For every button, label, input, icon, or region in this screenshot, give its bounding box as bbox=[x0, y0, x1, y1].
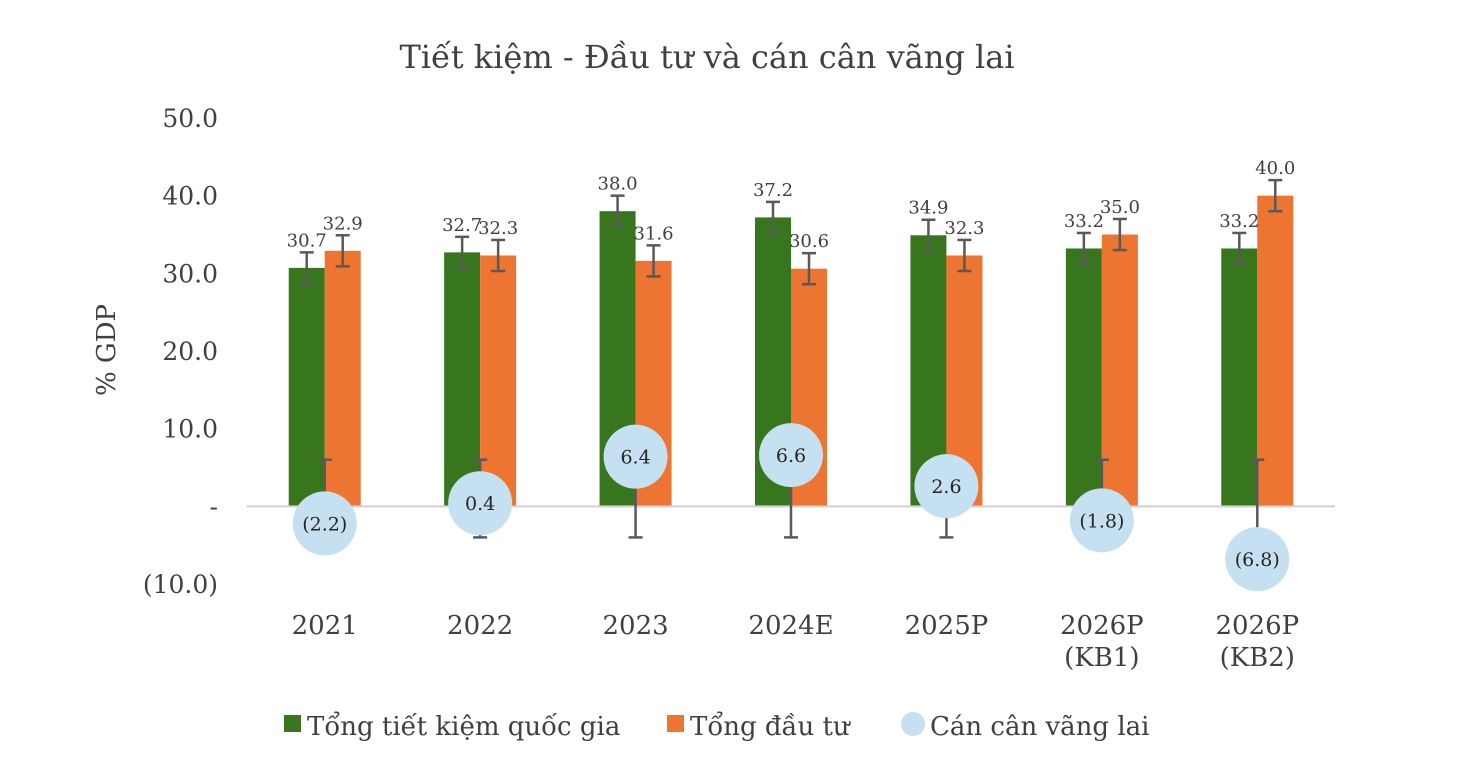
y-tick-label: 40.0 bbox=[162, 182, 218, 211]
bubble-current-account bbox=[603, 424, 668, 489]
y-tick-label: - bbox=[210, 492, 218, 521]
bar-savings bbox=[1221, 248, 1258, 507]
bar-savings bbox=[1065, 248, 1102, 507]
legend-swatch-current-account bbox=[901, 712, 925, 736]
legend-swatch-investment bbox=[667, 715, 684, 732]
x-tick-label: 2021 bbox=[292, 611, 358, 641]
y-axis-ticks: (10.0) - 10.0 20.0 30.0 40.0 50.0 bbox=[143, 104, 218, 599]
x-tick-label: 2025P bbox=[905, 611, 989, 641]
data-label-investment: 35.0 bbox=[1100, 197, 1140, 218]
bar-investment bbox=[480, 255, 517, 507]
chart-title: Tiết kiệm - Đầu tư và cán cân vãng lai bbox=[399, 38, 1014, 76]
legend-swatch-savings bbox=[284, 715, 301, 732]
data-label-savings: 33.2 bbox=[1064, 211, 1104, 232]
x-tick-label: 2024E bbox=[748, 611, 833, 641]
bubble-current-account bbox=[759, 423, 823, 488]
data-labels: 30.732.9 32.732.338.031.637.230.634.932.3… bbox=[287, 158, 1296, 252]
data-label-investment: 32.3 bbox=[478, 218, 518, 239]
bar-investment bbox=[1257, 195, 1294, 507]
y-axis-label: % GDP bbox=[92, 304, 122, 396]
data-label-savings: 30.7 bbox=[287, 230, 327, 251]
bubble-current-account bbox=[292, 491, 357, 556]
y-tick-label: 20.0 bbox=[162, 337, 218, 366]
bubble-label: 6.4 bbox=[620, 447, 650, 469]
data-label-savings: 33.2 bbox=[1219, 211, 1259, 232]
data-label-investment: 32.3 bbox=[944, 218, 984, 239]
bubble-label: 0.4 bbox=[465, 493, 495, 515]
bar-savings bbox=[288, 267, 325, 507]
data-label-savings: 38.0 bbox=[598, 174, 638, 195]
bar-investment bbox=[324, 250, 361, 507]
legend: Tổng tiết kiệm quốc gia Tổng đầu tư Cán … bbox=[284, 711, 1149, 742]
x-tick-label: 2026P (KB1) bbox=[1060, 611, 1144, 673]
data-label-investment: 40.0 bbox=[1255, 158, 1295, 179]
bubble-current-account bbox=[914, 454, 979, 519]
legend-label-investment: Tổng đầu tư bbox=[690, 711, 851, 742]
bubble-current-account bbox=[1225, 527, 1290, 592]
bubble-current-account bbox=[1069, 488, 1134, 553]
bubbles: (2.2) 0.4 6.4 6.6 2.6 (1.8) (6.8) bbox=[292, 423, 1290, 592]
y-tick-label: 30.0 bbox=[162, 259, 218, 288]
data-label-investment: 31.6 bbox=[634, 223, 674, 244]
legend-label-current-account: Cán cân vãng lai bbox=[930, 712, 1149, 742]
bubble-label: 2.6 bbox=[931, 476, 961, 498]
bubble-current-account bbox=[448, 471, 513, 536]
x-tick-label: 2026P (KB2) bbox=[1215, 611, 1299, 673]
x-axis-ticks: 2021 2022 2023 2024E 2025P 2026P (KB1) 2026P (KB… bbox=[292, 611, 1299, 673]
x-tick-label: 2022 bbox=[447, 611, 513, 641]
data-label-investment: 32.9 bbox=[323, 213, 363, 234]
data-label-savings: 37.2 bbox=[753, 180, 793, 201]
y-tick-label: 50.0 bbox=[162, 104, 218, 133]
bar-savings bbox=[444, 252, 481, 507]
bar-investment bbox=[1101, 234, 1138, 507]
y-tick-label: 10.0 bbox=[162, 415, 218, 444]
bubble-label: 6.6 bbox=[776, 445, 806, 467]
data-label-savings: 32.7 bbox=[442, 215, 482, 236]
data-label-investment: 30.6 bbox=[789, 231, 829, 252]
bubble-label: (6.8) bbox=[1235, 549, 1280, 571]
data-label-savings: 34.9 bbox=[908, 198, 948, 219]
bubble-label: (2.2) bbox=[302, 513, 347, 535]
y-tick-label: (10.0) bbox=[143, 570, 218, 599]
x-tick-label: 2023 bbox=[602, 611, 668, 641]
bubble-label: (1.8) bbox=[1079, 510, 1124, 532]
legend-label-savings: Tổng tiết kiệm quốc gia bbox=[307, 711, 620, 742]
